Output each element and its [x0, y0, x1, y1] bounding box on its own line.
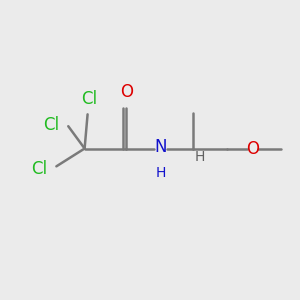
Text: Cl: Cl [81, 90, 97, 108]
Text: H: H [155, 166, 166, 180]
Text: O: O [246, 140, 259, 158]
Text: N: N [154, 138, 167, 156]
Text: O: O [120, 83, 133, 101]
Text: Cl: Cl [43, 116, 59, 134]
Text: Cl: Cl [31, 160, 47, 178]
Text: H: H [195, 150, 205, 164]
